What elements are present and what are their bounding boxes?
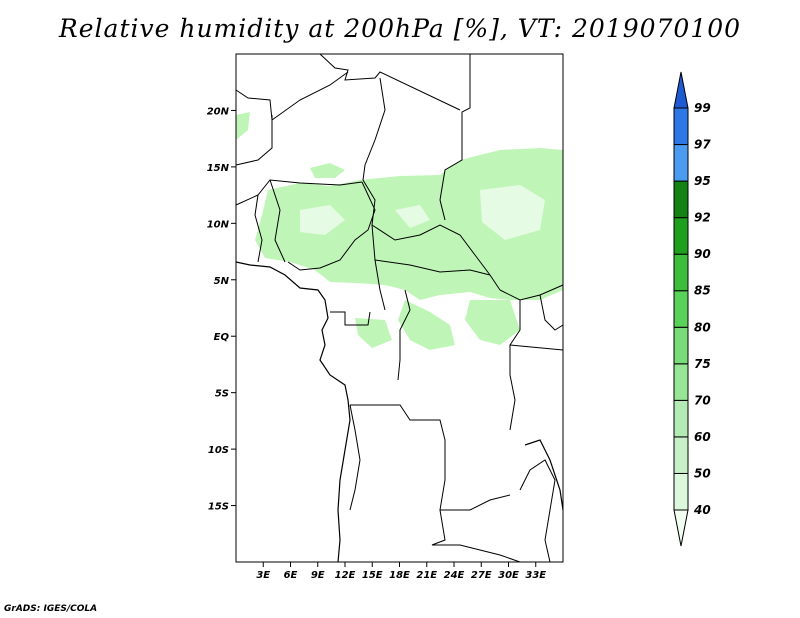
colorbar-box <box>673 144 689 182</box>
credit-text: GrADS: IGES/COLA <box>4 604 98 614</box>
colorbar-label: 50 <box>694 466 711 480</box>
lon-tick-label: 9E <box>311 570 325 581</box>
humidity-area-gabon <box>355 318 392 348</box>
lat-tick-label: 10S <box>208 445 229 456</box>
lon-tick-label: 24E <box>444 570 465 581</box>
longitude-axis: 3E 6E 9E 12E 15E 18E 21E 24E 27E 30E 33E <box>256 562 546 581</box>
humidity-area-east <box>465 300 520 345</box>
colorbar-box <box>673 253 689 292</box>
colorbar-lower-arrow <box>673 509 689 547</box>
lat-tick-label: EQ <box>214 332 230 343</box>
lat-tick-label: 10N <box>207 219 230 230</box>
colorbar-box <box>673 290 689 328</box>
map-frame <box>235 53 564 563</box>
lon-tick-label: 30E <box>498 570 519 581</box>
colorbar-label: 85 <box>694 284 711 298</box>
latitude-axis: 20N 15N 10N 5N EQ 5S 10S 15S <box>207 106 236 513</box>
humidity-field-light <box>300 185 545 240</box>
lat-tick-label: 20N <box>207 106 230 117</box>
colorbar-label: 99 <box>694 101 711 115</box>
colorbar-box <box>673 107 689 146</box>
colorbar-label: 70 <box>694 393 711 407</box>
colorbar-box <box>673 217 689 255</box>
humidity-area-north <box>310 163 345 178</box>
lon-tick-label: 15E <box>362 570 383 581</box>
map-title: Relative humidity at 200hPa [%], VT: 201… <box>58 14 742 43</box>
colorbar-box <box>673 436 689 474</box>
colorbar-label: 75 <box>694 357 711 371</box>
colorbar-box <box>673 180 689 219</box>
lon-tick-label: 3E <box>256 570 270 581</box>
humidity-area-west <box>236 112 250 140</box>
colorbar-label: 60 <box>694 430 711 444</box>
colorbar-upper-arrow <box>673 71 689 109</box>
colorbar: 40 50 60 70 75 80 85 90 92 95 97 99 <box>673 71 711 547</box>
colorbar-label: 95 <box>694 174 711 188</box>
humidity-area-congo <box>398 300 455 350</box>
country-borders <box>235 53 564 563</box>
colorbar-label: 40 <box>693 503 711 517</box>
lon-tick-label: 33E <box>525 570 546 581</box>
lon-tick-label: 27E <box>471 570 492 581</box>
lon-tick-label: 21E <box>416 570 437 581</box>
colorbar-box <box>673 326 689 365</box>
colorbar-label: 80 <box>694 320 711 334</box>
lat-tick-label: 5N <box>214 276 230 287</box>
colorbar-box <box>673 472 689 511</box>
colorbar-box <box>673 399 689 438</box>
lat-tick-label: 15S <box>208 502 229 513</box>
colorbar-box <box>673 363 689 401</box>
colorbar-label: 97 <box>694 138 711 152</box>
coastline <box>235 261 564 563</box>
lat-tick-label: 15N <box>207 163 230 174</box>
lon-tick-label: 6E <box>284 570 298 581</box>
lon-tick-label: 12E <box>335 570 356 581</box>
colorbar-label: 92 <box>694 211 711 225</box>
lon-tick-label: 18E <box>389 570 410 581</box>
lat-tick-label: 5S <box>215 389 229 400</box>
colorbar-label: 90 <box>694 247 711 261</box>
